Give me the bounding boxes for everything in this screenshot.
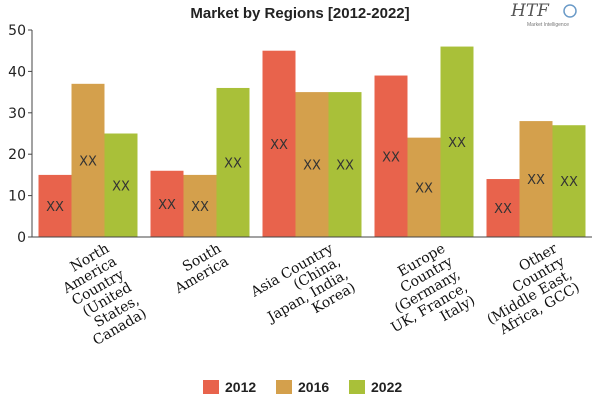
data-label: XX [560,175,578,190]
x-tick-label: EuropeCountry(Germany,UK, France,Italy) [366,241,478,350]
bar-2022 [216,87,250,238]
y-tick-label: 0 [17,230,26,246]
data-label: XX [158,198,176,213]
y-tick-label: 30 [8,106,26,122]
data-label: XX [79,154,97,169]
bar-2012 [38,174,72,237]
y-tick-label: 40 [8,64,26,80]
data-label: XX [112,179,130,194]
bar-2016 [407,137,441,237]
data-label: XX [224,156,242,171]
bar-2016 [295,92,329,237]
data-label: XX [494,202,512,217]
category-label: Asia Country(China,Japan, India,Korea) [247,241,358,340]
data-label: XX [382,150,400,165]
bar-2022 [104,133,138,237]
x-tick-label: Asia Country(China,Japan, India,Korea) [247,241,358,340]
data-label: XX [336,159,354,174]
bar-2012 [150,170,184,237]
y-tick-label: 20 [8,147,26,163]
category-label: NorthAmericaCountry(UnitedStates,Canada) [52,241,150,350]
legend: 2012 2016 2022 [203,379,402,395]
legend-label-2012: 2012 [225,379,256,395]
x-tick-label: OtherCountry(Middle East,Africa, GCC) [470,240,583,341]
logo-subtext: Market Intelligence [527,22,569,28]
bar-2022 [440,46,474,238]
data-label: XX [191,200,209,215]
legend-label-2022: 2022 [371,379,402,395]
legend-swatch-2016 [276,380,292,394]
y-axis: 0 10 20 30 40 50 [8,23,33,246]
bar-2016 [71,83,105,237]
bars: XX XX XX XX XX XX XX XX XX XX XX XX XX XX XX [38,46,586,238]
globe-icon [563,4,577,18]
y-tick-label: 10 [8,189,26,205]
legend-swatch-2022 [349,380,365,394]
logo-text: HTF [510,1,550,21]
x-axis: NorthAmericaCountry(UnitedStates,Canada)… [32,236,592,350]
data-label: XX [303,159,321,174]
bar-2012 [486,179,520,237]
data-label: XX [270,138,288,153]
legend-label-2016: 2016 [298,379,329,395]
x-tick-label: SouthAmerica [164,241,232,298]
category-label: SouthAmerica [164,241,231,298]
data-label: XX [46,200,64,215]
chart-title: Market by Regions [2012-2022] [190,5,409,22]
y-tick-label: 50 [8,23,26,39]
bar-2016 [519,121,553,237]
data-label: XX [415,181,433,196]
data-label: XX [527,173,545,188]
legend-swatch-2012 [203,380,219,394]
data-label: XX [448,136,466,151]
x-tick-label: NorthAmericaCountry(UnitedStates,Canada) [52,241,150,350]
bar-2012 [262,50,296,238]
category-label: EuropeCountry(Germany,UK, France,Italy) [366,241,478,350]
bar-2016 [183,174,217,237]
bar-2022 [552,125,586,237]
logo: HTF Market Intelligence [510,1,577,28]
category-label: OtherCountry(Middle East,Africa, GCC) [470,240,583,341]
bar-2022 [328,92,362,237]
bar-2012 [374,75,408,237]
